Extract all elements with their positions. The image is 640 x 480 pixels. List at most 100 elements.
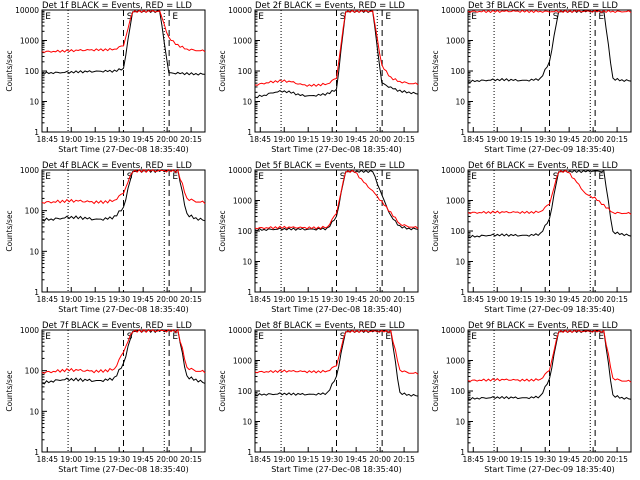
x-tick-label: 19:45: [558, 135, 580, 144]
y-tick-label: 10: [242, 258, 252, 267]
x-tick-label: 20:00: [156, 295, 178, 304]
chart-panel: Det 6f BLACK = Events, RED = LLD 1 10 100 10…: [431, 161, 632, 314]
y-tick-label: 100: [451, 67, 466, 76]
y-axis-label: Counts/sec: [431, 210, 440, 251]
x-tick-label: 19:45: [132, 135, 154, 144]
chart-title: Det 4f BLACK = Events, RED = LLD: [42, 161, 192, 171]
y-tick-label: 100: [25, 207, 40, 216]
lld-series-line: [41, 328, 206, 374]
y-tick-label: 100: [25, 367, 40, 376]
lld-series-line: [467, 169, 632, 215]
x-tick-label: 19:00: [486, 135, 508, 144]
y-tick-label: 1000: [20, 166, 39, 175]
lld-series-line: [41, 9, 206, 53]
y-tick-label: 10: [29, 98, 39, 107]
x-axis-label: Start Time (27-Dec-08 18:35:40): [58, 465, 189, 474]
lld-series-line: [254, 329, 419, 375]
lld-series-line: [467, 329, 632, 383]
chart-panel: Det 3f BLACK = Events, RED = LLD 1 10 100 10…: [431, 1, 632, 154]
x-tick-label: 20:00: [369, 135, 391, 144]
y-tick-label: 10: [29, 407, 39, 416]
x-tick-label: 19:00: [60, 455, 82, 464]
x-tick-label: 19:30: [321, 455, 343, 464]
events-series-line: [254, 169, 419, 232]
x-axis-label: Start Time (27-Dec-09 18:35:40): [484, 305, 615, 314]
x-tick-label: 19:00: [273, 455, 295, 464]
y-tick-label: 10000: [441, 166, 465, 175]
x-tick-label: 19:30: [108, 455, 130, 464]
x-tick-label: 19:15: [510, 295, 532, 304]
y-axis-label: Counts/sec: [431, 50, 440, 91]
x-tick-label: 18:45: [36, 455, 58, 464]
x-tick-label: 19:30: [321, 295, 343, 304]
marker-label: E: [471, 172, 477, 182]
y-tick-label: 10000: [228, 326, 252, 335]
x-tick-label: 19:00: [486, 455, 508, 464]
y-tick-label: 1000: [446, 37, 465, 46]
chart-panel: Det 4f BLACK = Events, RED = LLD 1 10 100 10…: [5, 161, 206, 314]
y-tick-label: 10000: [441, 6, 465, 15]
y-tick-label: 1: [247, 448, 252, 457]
x-tick-label: 20:15: [606, 455, 628, 464]
x-tick-label: 19:00: [60, 135, 82, 144]
x-tick-label: 20:15: [393, 295, 415, 304]
x-tick-label: 19:15: [510, 455, 532, 464]
y-tick-label: 1: [460, 448, 465, 457]
x-tick-label: 18:45: [36, 135, 58, 144]
marker-label: E: [471, 12, 477, 22]
marker-label: S: [553, 172, 559, 182]
y-axis-label: Counts/sec: [218, 210, 227, 251]
y-tick-label: 10: [455, 418, 465, 427]
y-tick-label: 1000: [446, 357, 465, 366]
chart-panel: Det 2f BLACK = Events, RED = LLD 1 10 100 10…: [218, 1, 419, 154]
x-tick-label: 19:15: [510, 135, 532, 144]
chart-panel: Det 5f BLACK = Events, RED = LLD 1 10 100 10…: [218, 161, 419, 314]
marker-label: S: [340, 12, 346, 22]
x-tick-label: 19:45: [558, 455, 580, 464]
lld-series-line: [467, 9, 632, 14]
chart-title: Det 5f BLACK = Events, RED = LLD: [255, 161, 405, 171]
x-tick-label: 19:15: [84, 455, 106, 464]
x-tick-label: 20:15: [180, 135, 202, 144]
x-tick-label: 19:15: [297, 455, 319, 464]
y-tick-label: 1: [460, 288, 465, 297]
y-tick-label: 1000: [233, 37, 252, 46]
x-tick-label: 19:45: [132, 455, 154, 464]
x-tick-label: 20:00: [582, 135, 604, 144]
x-tick-label: 19:15: [84, 295, 106, 304]
lld-series-line: [254, 169, 419, 230]
y-tick-label: 10000: [228, 166, 252, 175]
y-tick-label: 1000: [233, 357, 252, 366]
marker-label: E: [172, 332, 178, 342]
x-tick-label: 19:15: [297, 295, 319, 304]
y-tick-label: 100: [451, 227, 466, 236]
x-axis-label: Start Time (27-Dec-08 18:35:40): [271, 145, 402, 154]
x-tick-label: 20:15: [393, 455, 415, 464]
x-tick-label: 18:45: [249, 295, 271, 304]
x-tick-label: 18:45: [249, 455, 271, 464]
x-tick-label: 20:15: [393, 135, 415, 144]
marker-label: E: [385, 332, 391, 342]
marker-label: E: [258, 12, 264, 22]
y-tick-label: 1000: [446, 197, 465, 206]
chart-title: Det 1f BLACK = Events, RED = LLD: [42, 1, 192, 11]
y-tick-label: 10: [242, 98, 252, 107]
x-tick-label: 19:30: [321, 135, 343, 144]
x-axis-label: Start Time (27-Dec-08 18:35:40): [271, 305, 402, 314]
y-tick-label: 10000: [15, 6, 39, 15]
x-tick-label: 19:30: [534, 135, 556, 144]
chart-title: Det 3f BLACK = Events, RED = LLD: [468, 1, 618, 11]
marker-label: E: [172, 12, 178, 22]
x-tick-label: 20:15: [606, 295, 628, 304]
marker-label: S: [127, 12, 133, 22]
x-tick-label: 19:30: [108, 135, 130, 144]
x-tick-label: 19:15: [297, 135, 319, 144]
x-tick-label: 18:45: [249, 135, 271, 144]
x-tick-label: 19:45: [345, 295, 367, 304]
x-tick-label: 19:45: [132, 295, 154, 304]
chart-title: Det 7f BLACK = Events, RED = LLD: [42, 321, 192, 331]
y-tick-label: 1: [247, 288, 252, 297]
lld-series-line: [254, 9, 419, 87]
x-tick-label: 20:00: [369, 295, 391, 304]
